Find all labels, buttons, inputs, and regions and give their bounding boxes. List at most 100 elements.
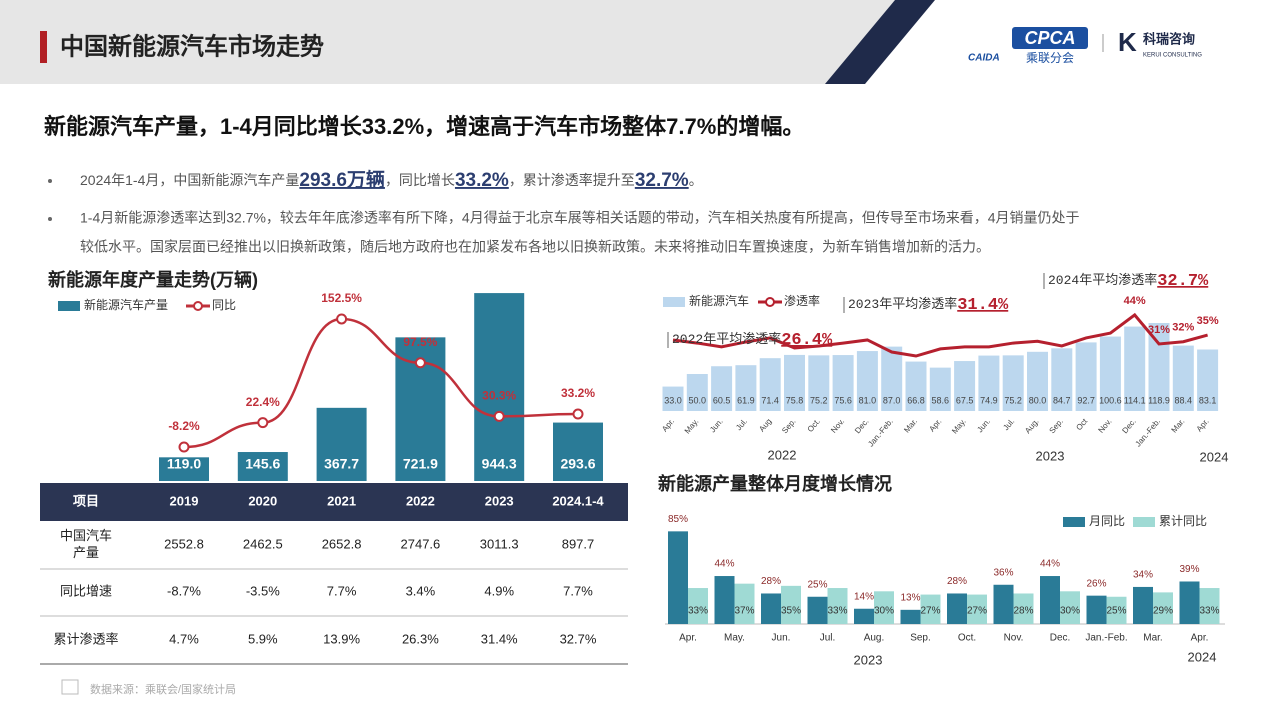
- annotation-value: 31.4%: [957, 296, 1009, 315]
- x-tick-label: Sep.: [1047, 417, 1064, 435]
- bar-label: 34%: [1133, 570, 1153, 581]
- x-tick-label: May.: [950, 417, 968, 436]
- x-tick-label: Apr.: [1195, 417, 1211, 434]
- table-header-cell: 2019: [170, 493, 199, 508]
- bar-label: 58.6: [932, 395, 950, 405]
- bar-label: 14%: [854, 591, 874, 602]
- bar: [856, 351, 878, 411]
- bar: [1153, 592, 1173, 624]
- year-label: 2023: [1036, 448, 1065, 463]
- table-cell: 2552.8: [164, 536, 204, 551]
- bar-label: 75.2: [1004, 395, 1022, 405]
- table-cell: 4.9%: [484, 583, 514, 598]
- bar: [1172, 345, 1194, 411]
- x-tick-label: Dec.: [1120, 417, 1137, 435]
- bar: [759, 358, 781, 411]
- bullet-text: 1-4月新能源渗透率达到32.7%，较去年年底渗透率有所下降，4月得益于北京车展…: [80, 210, 1080, 226]
- table-header-band: [40, 483, 628, 521]
- bar-label: 80.0: [1029, 395, 1047, 405]
- bar-label: 81.0: [859, 395, 877, 405]
- x-tick-label: Dec.: [1050, 633, 1071, 644]
- bullet-part: 2024年1-4月，中国新能源汽车产量: [80, 172, 299, 188]
- legend-swatch: [1063, 517, 1085, 527]
- annotation-text: 2024年平均渗透率: [1048, 272, 1157, 288]
- table-cell: 31.4%: [481, 631, 518, 646]
- annotation-text: 2023年平均渗透率: [848, 296, 957, 312]
- x-tick-label: Aug: [757, 417, 773, 434]
- bar: [1002, 355, 1024, 411]
- line-label: 35%: [1197, 315, 1219, 327]
- chart-title: 新能源产量整体月度增长情况: [658, 473, 892, 494]
- table-cell: 5.9%: [248, 631, 278, 646]
- source-icon: [61, 679, 79, 695]
- bar: [1199, 588, 1220, 624]
- table-cell: 3011.3: [480, 536, 519, 551]
- bar: [1148, 323, 1170, 411]
- bar: [553, 422, 603, 481]
- x-tick-label: Apr.: [679, 633, 697, 644]
- bar-label: 50.0: [689, 395, 707, 405]
- header-stripe: [825, 0, 935, 84]
- line-marker: [178, 441, 190, 453]
- bar-label: 367.7: [324, 456, 359, 472]
- bar: [874, 591, 894, 624]
- table-cell: 7.7%: [327, 583, 357, 598]
- source: 数据来源：乘联会/国家统计局: [90, 682, 236, 696]
- x-tick-label: Mar.: [902, 417, 919, 435]
- bar: [1124, 326, 1146, 411]
- table-header-cell: 2021: [327, 493, 356, 508]
- bar-label: 28%: [1013, 606, 1033, 617]
- table-cell: 897.7: [562, 536, 595, 551]
- bar: [1051, 348, 1073, 411]
- legend-marker: [193, 301, 203, 311]
- bar-label: 25%: [807, 579, 827, 590]
- bar-label: 60.5: [713, 395, 731, 405]
- bar: [978, 355, 1000, 411]
- bar-label: 25%: [1106, 606, 1126, 617]
- x-tick-label: Mar.: [1170, 417, 1187, 435]
- table-cell: 2747.6: [401, 536, 441, 551]
- bar: [686, 374, 708, 411]
- table-header-cell: 2020: [248, 493, 277, 508]
- line: [672, 312, 1208, 358]
- bar-label: 61.9: [737, 395, 755, 405]
- logo-cpca: CPCA: [1024, 28, 1075, 48]
- table-cell: 2652.8: [322, 536, 362, 551]
- x-tick-label: Nov.: [1096, 417, 1113, 435]
- bar: [1106, 596, 1127, 624]
- year-label: 2024: [1188, 649, 1217, 664]
- x-tick-label: Aug.: [864, 633, 885, 644]
- bar: [881, 346, 903, 411]
- x-tick-label: Jan.-Feb.: [1085, 633, 1127, 644]
- bullet-text: 较低水平。国家层面已经推出以旧换新政策，随后地方政府也在加紧发布各地以旧换新政策…: [80, 239, 990, 255]
- logo-cpca-cn: 乘联分会: [1026, 51, 1074, 65]
- table-cell: -3.5%: [246, 583, 280, 598]
- logo-k: K: [1118, 27, 1137, 57]
- bar: [807, 596, 828, 624]
- bar: [954, 361, 976, 411]
- bullet-highlight: 33.2%: [455, 170, 509, 191]
- bar: [1060, 591, 1080, 624]
- logo-caida: CAIDA: [968, 53, 1000, 64]
- table-cell: 2462.5: [243, 536, 283, 551]
- line-label: -8.2%: [168, 419, 200, 433]
- legend-label: 同比: [212, 298, 236, 312]
- line-marker: [336, 313, 348, 325]
- x-tick-label: Aug.: [1023, 417, 1040, 435]
- table-cell: -8.7%: [167, 583, 201, 598]
- table-cell: 4.7%: [169, 631, 199, 646]
- bar-label: 26%: [1086, 578, 1106, 589]
- x-tick-label: Jul.: [820, 633, 836, 644]
- year-label: 2022: [768, 447, 797, 462]
- x-tick-label: Oct.: [806, 417, 822, 434]
- bar-label: 37%: [734, 606, 754, 617]
- bar-label: 85%: [668, 514, 688, 525]
- table-header-cell: 2024.1-4: [552, 493, 604, 508]
- bar: [711, 366, 733, 411]
- title-marker: [40, 31, 47, 63]
- bar-label: 30%: [1060, 606, 1080, 617]
- x-tick-label: Dec.: [853, 417, 870, 435]
- headline: 新能源汽车产量，1-4月同比增长33.2%，增速高于汽车市场整体7.7%的增幅。: [44, 114, 804, 139]
- bar-label: 118.9: [1148, 395, 1170, 405]
- legend-marker: [765, 297, 775, 307]
